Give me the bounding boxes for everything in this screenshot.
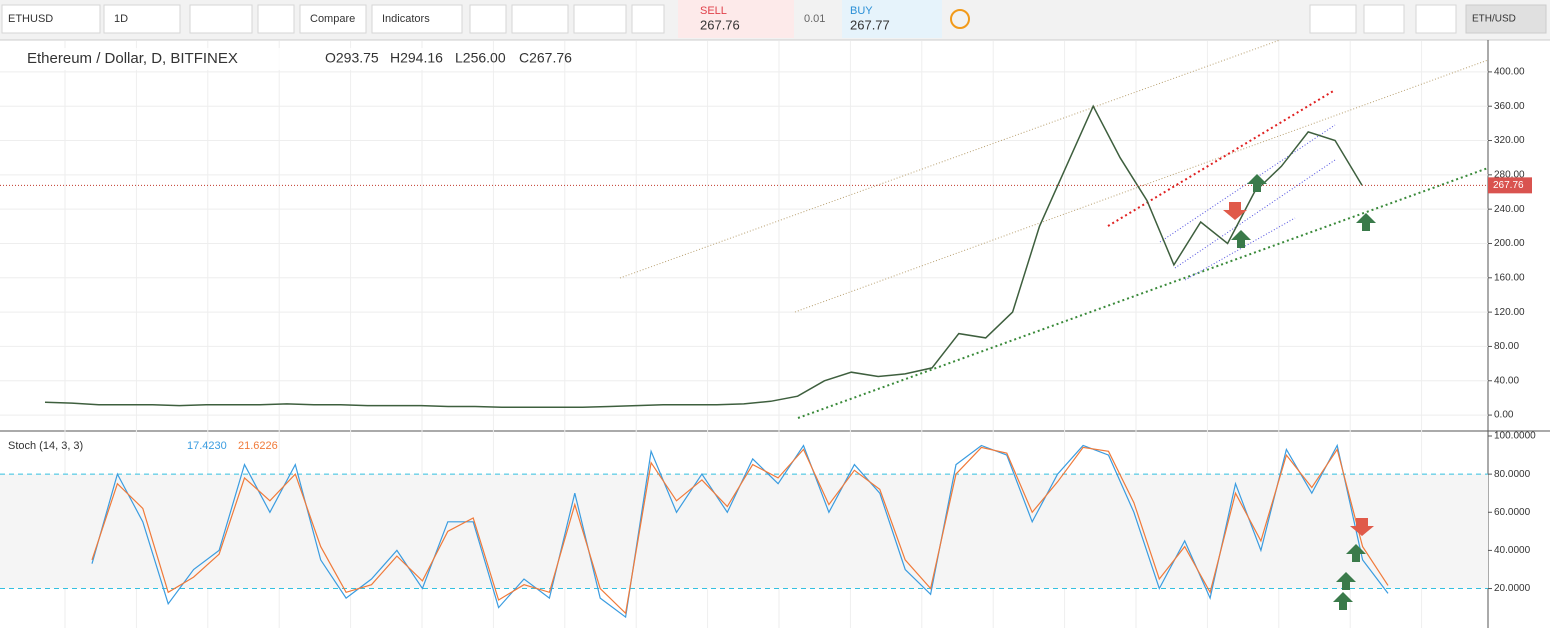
y-tick-label: 0.00 (1494, 410, 1514, 421)
sell-box[interactable] (678, 0, 794, 38)
chart-title: Ethereum / Dollar, D, BITFINEX (27, 50, 238, 67)
y-tick-label: 60.0000 (1494, 507, 1531, 518)
pair-button[interactable] (1465, 4, 1547, 34)
cloud-save[interactable] (1415, 4, 1457, 34)
indicators-button[interactable] (371, 4, 463, 34)
high: H294.16 (390, 50, 443, 66)
undo-redo[interactable] (573, 4, 627, 34)
y-tick-label: 160.00 (1494, 272, 1525, 283)
symbol-box[interactable] (1, 4, 101, 34)
last-price-tag (1488, 177, 1532, 194)
y-tick-label: 40.00 (1494, 375, 1519, 386)
alert[interactable] (469, 4, 507, 34)
stoch-line (91, 446, 1389, 615)
y-tick-label: 40.0000 (1494, 545, 1531, 556)
y-tick-label: 80.00 (1494, 341, 1519, 352)
settings[interactable] (257, 4, 295, 34)
spread: 0.01 (804, 13, 825, 25)
y-tick-label: 100.0000 (1494, 431, 1536, 442)
buy-price: 267.77 (850, 17, 890, 32)
sell-price: 267.76 (700, 17, 740, 32)
open: O293.75 (325, 50, 379, 66)
y-tick-label: 360.00 (1494, 101, 1525, 112)
buy-box[interactable] (842, 0, 942, 38)
last-price-label: 267.76 (1493, 180, 1524, 191)
interval-box[interactable] (103, 4, 181, 34)
price-line (44, 104, 1363, 409)
y-tick-label: 280.00 (1494, 169, 1525, 180)
grid (0, 41, 1488, 628)
pair: ETH/USD (1472, 14, 1516, 25)
close: C267.76 (519, 50, 572, 66)
stoch-title: Stoch (14, 3, 3) (8, 440, 83, 452)
indicators: Indicators (382, 13, 430, 25)
compare: Compare (310, 13, 355, 25)
symbol: ETHUSD (8, 13, 53, 25)
legend-k: 17.4230 (187, 440, 227, 452)
y-tick-label: 200.00 (1494, 238, 1525, 249)
trend-lines (619, 39, 1489, 419)
y-tick-label: 80.0000 (1494, 469, 1531, 480)
marks: 0.00 40.00 80.00 120.00 160.00 200.00 240.00 28… (0, 67, 1536, 619)
y-tick-label: 320.00 (1494, 135, 1525, 146)
low: L256.00 (455, 50, 506, 66)
color-picker[interactable] (1309, 4, 1357, 34)
ideas[interactable] (511, 4, 569, 34)
sell-label: SELL (700, 5, 727, 17)
compare-button[interactable] (299, 4, 367, 34)
y-tick-label: 20.0000 (1494, 583, 1531, 594)
signal-arrows (1223, 174, 1376, 610)
y-tick-label: 120.00 (1494, 307, 1525, 318)
band-bg (0, 474, 1488, 589)
legend-d: 21.6226 (238, 440, 278, 452)
info-icon[interactable] (950, 9, 970, 29)
chart-style[interactable] (189, 4, 253, 34)
buy-label: BUY (850, 5, 873, 17)
legend-bg (6, 48, 466, 70)
y-tick-label: 400.00 (1494, 67, 1525, 78)
fullscreen[interactable] (631, 4, 665, 34)
interval: 1D (114, 13, 128, 25)
cloud-load[interactable] (1363, 4, 1405, 34)
y-tick-label: 240.00 (1494, 204, 1525, 215)
